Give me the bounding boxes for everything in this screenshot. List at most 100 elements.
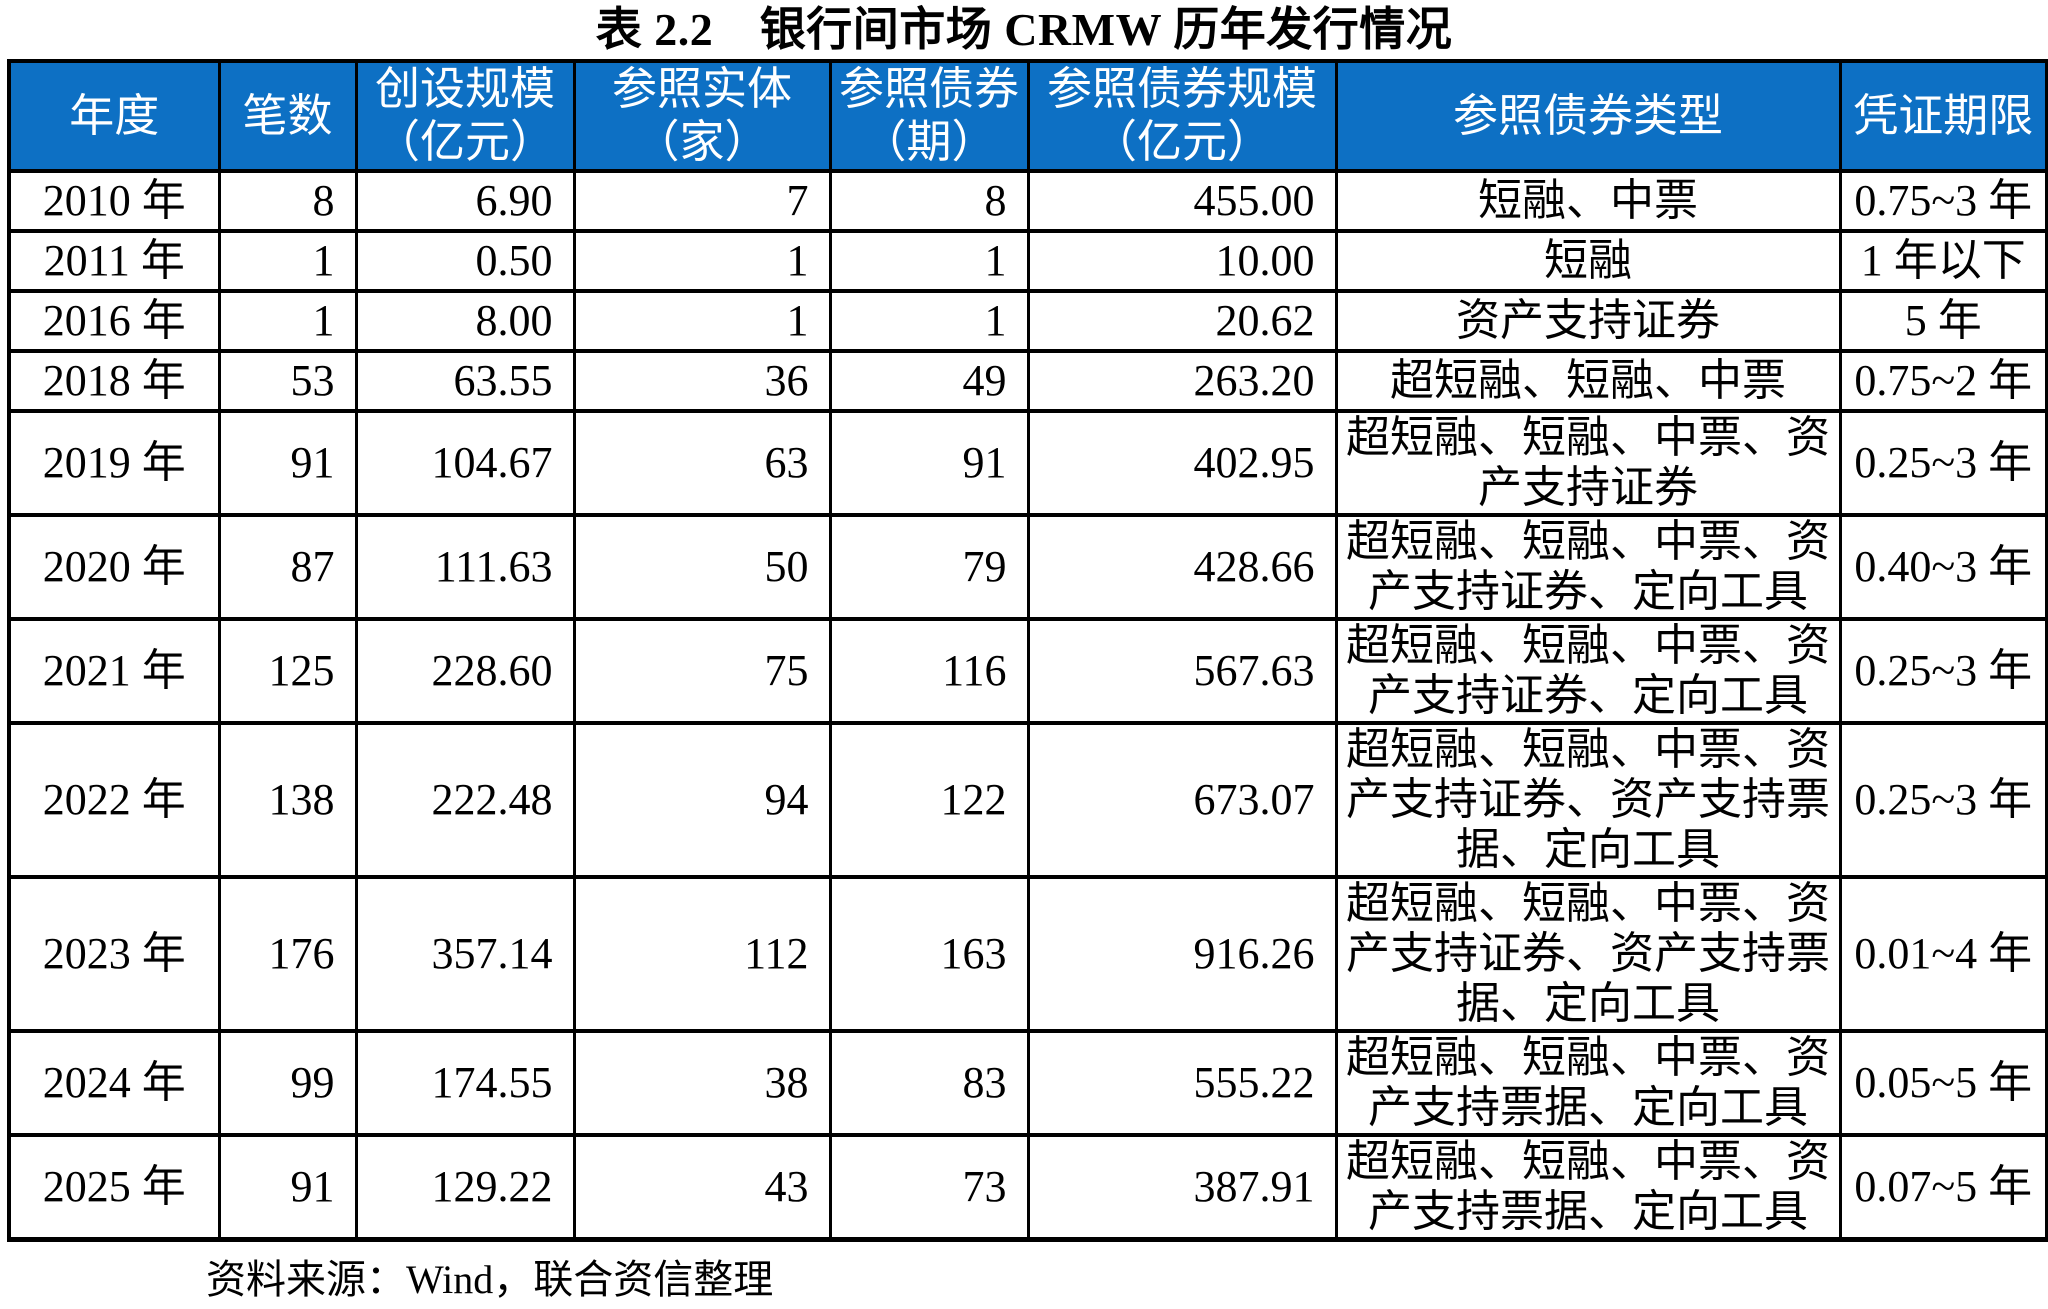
cell-deal-count: 1 xyxy=(217,289,358,353)
cell-certificate-term: 0.25~3 年 xyxy=(1838,721,2048,879)
cell-creation-scale: 0.50 xyxy=(354,229,576,293)
cell-creation-scale: 228.60 xyxy=(354,617,576,725)
cell-ref-bonds: 49 xyxy=(828,349,1030,413)
cell-certificate-term: 0.01~4 年 xyxy=(1838,875,2048,1033)
cell-deal-count: 91 xyxy=(217,409,358,517)
cell-certificate-term: 0.07~5 年 xyxy=(1838,1133,2048,1242)
cell-ref-bonds: 122 xyxy=(828,721,1030,879)
cell-ref-bonds: 73 xyxy=(828,1133,1030,1242)
cell-ref-entities: 94 xyxy=(572,721,832,879)
cell-ref-entities: 50 xyxy=(572,513,832,621)
table-row: 2020 年 87 111.63 50 79 428.66 超短融、短融、中票、资 产支持证… xyxy=(7,513,2048,621)
cell-year: 2010 年 xyxy=(7,169,221,233)
cell-ref-bonds: 1 xyxy=(828,289,1030,353)
table-row: 2016 年 1 8.00 1 1 20.62 资产支持证券 5 年 xyxy=(7,289,2048,353)
table-row: 2024 年 99 174.55 38 83 555.22 超短融、短融、中票、资 产支持票… xyxy=(7,1029,2048,1137)
cell-deal-count: 138 xyxy=(217,721,358,879)
cell-ref-bond-types: 超短融、短融、中票、资 产支持证券、定向工具 xyxy=(1334,513,1842,621)
cell-deal-count: 53 xyxy=(217,349,358,413)
header-ref-bonds: 参照债券 （期） xyxy=(828,59,1030,173)
crmw-issuance-table: 年度 笔数 创设规模 （亿元） 参照实体 （家） 参照债券 （期） 参照债券规模 （亿元）… xyxy=(7,59,2048,1242)
cell-ref-bonds: 1 xyxy=(828,229,1030,293)
table-row: 2023 年 176 357.14 112 163 916.26 超短融、短融、中票、资 产… xyxy=(7,875,2048,1033)
header-ref-bond-types: 参照债券类型 xyxy=(1334,59,1842,173)
cell-ref-bond-types: 超短融、短融、中票、资 产支持票据、定向工具 xyxy=(1334,1133,1842,1242)
cell-certificate-term: 0.05~5 年 xyxy=(1838,1029,2048,1137)
cell-deal-count: 8 xyxy=(217,169,358,233)
cell-ref-bond-scale: 455.00 xyxy=(1026,169,1338,233)
cell-ref-entities: 38 xyxy=(572,1029,832,1137)
cell-certificate-term: 0.40~3 年 xyxy=(1838,513,2048,621)
cell-ref-bond-scale: 10.00 xyxy=(1026,229,1338,293)
cell-creation-scale: 63.55 xyxy=(354,349,576,413)
cell-ref-entities: 36 xyxy=(572,349,832,413)
cell-year: 2022 年 xyxy=(7,721,221,879)
cell-deal-count: 99 xyxy=(217,1029,358,1137)
cell-year: 2018 年 xyxy=(7,349,221,413)
cell-ref-bond-scale: 567.63 xyxy=(1026,617,1338,725)
cell-ref-bond-types: 超短融、短融、中票、资 产支持票据、定向工具 xyxy=(1334,1029,1842,1137)
cell-creation-scale: 111.63 xyxy=(354,513,576,621)
cell-ref-bond-types: 超短融、短融、中票、资 产支持证券、资产支持票 据、定向工具 xyxy=(1334,875,1842,1033)
cell-creation-scale: 6.90 xyxy=(354,169,576,233)
cell-creation-scale: 357.14 xyxy=(354,875,576,1033)
cell-year: 2025 年 xyxy=(7,1133,221,1242)
cell-ref-bonds: 91 xyxy=(828,409,1030,517)
table-row: 2018 年 53 63.55 36 49 263.20 超短融、短融、中票 0.75~2 年 xyxy=(7,349,2048,413)
cell-certificate-term: 5 年 xyxy=(1838,289,2048,353)
cell-year: 2011 年 xyxy=(7,229,221,293)
cell-ref-entities: 7 xyxy=(572,169,832,233)
cell-ref-bonds: 8 xyxy=(828,169,1030,233)
cell-ref-bond-types: 超短融、短融、中票、资 产支持证券 xyxy=(1334,409,1842,517)
cell-ref-entities: 1 xyxy=(572,229,832,293)
header-creation-scale: 创设规模 （亿元） xyxy=(354,59,576,173)
table-header: 年度 笔数 创设规模 （亿元） 参照实体 （家） 参照债券 （期） 参照债券规模 （亿元）… xyxy=(7,59,2048,173)
cell-creation-scale: 222.48 xyxy=(354,721,576,879)
table-row: 2021 年 125 228.60 75 116 567.63 超短融、短融、中票、资 产支… xyxy=(7,617,2048,725)
cell-ref-bonds: 83 xyxy=(828,1029,1030,1137)
cell-ref-bond-scale: 387.91 xyxy=(1026,1133,1338,1242)
cell-ref-bond-scale: 263.20 xyxy=(1026,349,1338,413)
cell-ref-bond-types: 超短融、短融、中票、资 产支持证券、资产支持票 据、定向工具 xyxy=(1334,721,1842,879)
cell-year: 2024 年 xyxy=(7,1029,221,1137)
table-row: 2019 年 91 104.67 63 91 402.95 超短融、短融、中票、资 产支持证… xyxy=(7,409,2048,517)
cell-certificate-term: 1 年以下 xyxy=(1838,229,2048,293)
cell-deal-count: 1 xyxy=(217,229,358,293)
cell-certificate-term: 0.25~3 年 xyxy=(1838,409,2048,517)
cell-ref-bond-scale: 916.26 xyxy=(1026,875,1338,1033)
cell-ref-bonds: 79 xyxy=(828,513,1030,621)
cell-ref-bond-scale: 673.07 xyxy=(1026,721,1338,879)
page-title: 表 2.2 银行间市场 CRMW 历年发行情况 xyxy=(595,4,1453,55)
header-certificate-term: 凭证期限 xyxy=(1838,59,2048,173)
cell-ref-bonds: 163 xyxy=(828,875,1030,1033)
cell-year: 2019 年 xyxy=(7,409,221,517)
cell-creation-scale: 8.00 xyxy=(354,289,576,353)
cell-year: 2020 年 xyxy=(7,513,221,621)
cell-ref-bond-types: 资产支持证券 xyxy=(1334,289,1842,353)
cell-ref-bond-types: 超短融、短融、中票、资 产支持证券、定向工具 xyxy=(1334,617,1842,725)
cell-creation-scale: 129.22 xyxy=(354,1133,576,1242)
cell-ref-bond-scale: 20.62 xyxy=(1026,289,1338,353)
cell-year: 2021 年 xyxy=(7,617,221,725)
cell-ref-bond-types: 短融、中票 xyxy=(1334,169,1842,233)
cell-ref-bond-scale: 428.66 xyxy=(1026,513,1338,621)
cell-ref-entities: 1 xyxy=(572,289,832,353)
table-row: 2011 年 1 0.50 1 1 10.00 短融 1 年以下 xyxy=(7,229,2048,293)
cell-deal-count: 87 xyxy=(217,513,358,621)
table-row: 2010 年 8 6.90 7 8 455.00 短融、中票 0.75~3 年 xyxy=(7,169,2048,233)
cell-certificate-term: 0.75~3 年 xyxy=(1838,169,2048,233)
cell-ref-bonds: 116 xyxy=(828,617,1030,725)
cell-certificate-term: 0.25~3 年 xyxy=(1838,617,2048,725)
cell-year: 2023 年 xyxy=(7,875,221,1033)
cell-creation-scale: 174.55 xyxy=(354,1029,576,1137)
table-row: 2025 年 91 129.22 43 73 387.91 超短融、短融、中票、资 产支持票… xyxy=(7,1133,2048,1242)
cell-creation-scale: 104.67 xyxy=(354,409,576,517)
header-deal-count: 笔数 xyxy=(217,59,358,173)
cell-ref-entities: 43 xyxy=(572,1133,832,1242)
cell-ref-bond-scale: 555.22 xyxy=(1026,1029,1338,1137)
cell-ref-entities: 63 xyxy=(572,409,832,517)
cell-ref-bond-types: 超短融、短融、中票 xyxy=(1334,349,1842,413)
cell-ref-bond-scale: 402.95 xyxy=(1026,409,1338,517)
table-row: 2022 年 138 222.48 94 122 673.07 超短融、短融、中票、资 产支… xyxy=(7,721,2048,879)
